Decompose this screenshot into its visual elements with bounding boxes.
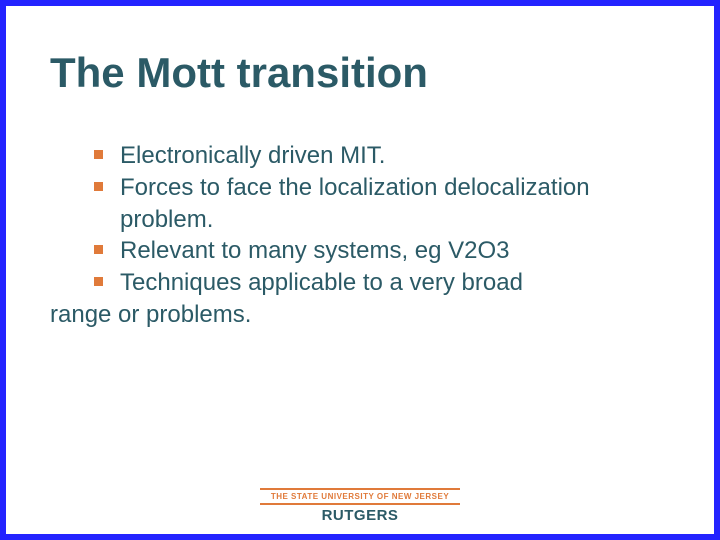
bullet-marker-icon: [94, 172, 120, 191]
slide-frame: The Mott transition Electronically drive…: [0, 0, 720, 540]
bullet-item: Techniques applicable to a very broad: [50, 267, 670, 299]
slide-title: The Mott transition: [50, 50, 670, 96]
bullet-marker-icon: [94, 267, 120, 286]
bullet-marker-icon: [94, 140, 120, 159]
trailer-text: range or problems.: [50, 299, 670, 331]
slide-body: Electronically driven MIT. Forces to fac…: [50, 140, 670, 330]
bullet-text: Electronically driven MIT.: [120, 140, 670, 172]
bullet-item: Relevant to many systems, eg V2O3: [50, 235, 670, 267]
bullet-marker-icon: [94, 235, 120, 254]
bullet-text: Relevant to many systems, eg V2O3: [120, 235, 670, 267]
footer-small-text: THE STATE UNIVERSITY OF NEW JERSEY: [6, 492, 714, 501]
footer-line-icon: [260, 503, 460, 505]
bullet-item: Forces to face the localization delocali…: [50, 172, 670, 235]
footer-university: RUTGERS: [6, 507, 714, 524]
bullet-text: Forces to face the localization delocali…: [120, 172, 670, 235]
slide-footer: THE STATE UNIVERSITY OF NEW JERSEY RUTGE…: [6, 486, 714, 524]
footer-line-icon: [260, 488, 460, 490]
bullet-item: Electronically driven MIT.: [50, 140, 670, 172]
bullet-text: Techniques applicable to a very broad: [120, 267, 670, 299]
